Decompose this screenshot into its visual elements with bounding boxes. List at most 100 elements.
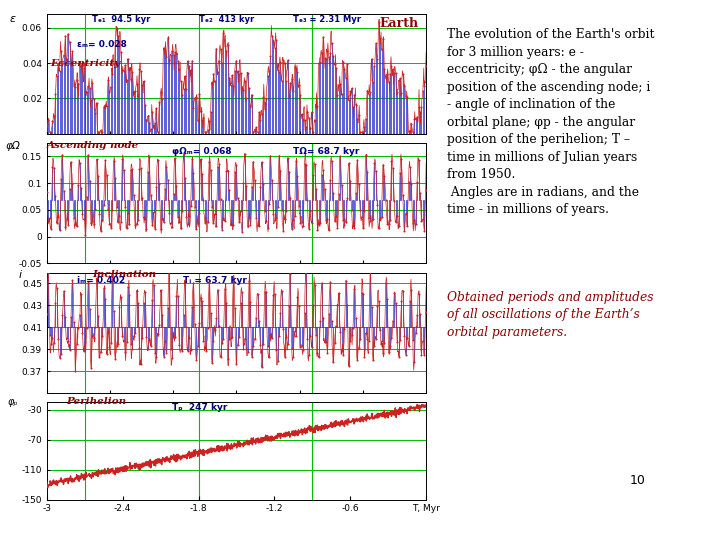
Point [197,296,208,305]
Point [143,119,155,127]
Point [45,340,57,348]
Text: Earth: Earth [379,17,418,30]
Point [370,39,382,48]
Point [178,311,189,320]
Point [184,211,195,220]
Point [418,226,430,235]
Point [318,314,329,322]
Point [240,345,252,353]
Point [73,181,84,190]
Point [296,110,307,119]
Point [194,319,205,327]
Point [329,339,341,347]
Point [393,353,405,361]
Point [153,98,165,106]
Point [264,200,275,208]
Point [198,113,210,122]
Point [322,214,333,223]
Point [420,307,431,316]
Point [271,203,283,212]
Point [265,330,276,339]
Point [287,353,299,362]
Point [357,128,369,137]
Point [115,218,127,227]
Point [256,363,268,372]
Point [361,335,373,343]
Point [89,109,101,117]
Point [337,351,348,360]
Point [195,155,207,164]
Point [338,325,350,334]
Point [228,221,239,230]
Point [189,203,201,212]
Point [360,151,372,160]
Point [226,71,238,80]
Point [363,90,374,98]
Point [233,218,245,227]
Point [393,76,405,85]
Point [85,363,96,372]
Point [294,91,306,100]
Point [369,342,380,350]
Point [41,120,53,129]
Point [399,331,410,340]
Point [344,176,356,185]
Text: Tₑ₃ = 2.31 Myr: Tₑ₃ = 2.31 Myr [293,15,361,24]
Point [60,223,71,232]
Point [220,167,232,176]
Point [289,211,300,220]
Point [51,72,63,80]
Point [44,213,55,222]
Point [402,177,414,186]
Point [277,325,289,333]
Point [306,108,318,117]
Point [236,288,248,296]
Point [370,166,382,175]
Point [383,78,395,86]
Point [98,284,109,293]
Point [111,202,122,211]
Point [47,162,58,171]
Point [204,157,215,166]
Point [258,179,269,188]
Point [265,51,276,60]
Point [337,57,348,66]
Point [396,296,408,305]
Point [408,215,420,224]
Point [89,323,101,332]
Point [246,90,258,99]
Point [240,181,252,190]
Point [379,65,390,73]
Point [400,210,411,218]
Point [270,214,282,222]
Point [213,322,225,330]
Point [76,210,88,219]
Point [86,332,98,340]
Point [191,93,202,102]
Point [350,189,361,198]
Point [178,150,189,159]
Point [410,329,421,338]
Point [226,220,238,229]
Point [245,298,256,306]
Point [57,150,68,159]
Point [274,308,286,317]
Text: Tₑ₂  413 kyr: Tₑ₂ 413 kyr [199,15,253,24]
Point [374,33,386,42]
Point [96,216,108,225]
Point [137,81,148,90]
Point [356,288,367,297]
Point [137,333,148,342]
Point [318,166,329,174]
Point [341,301,353,309]
Point [64,184,76,193]
Point [347,103,359,112]
Point [239,335,251,343]
Point [348,224,360,232]
Point [389,69,400,77]
Point [242,347,253,356]
Point [174,341,185,350]
Point [248,157,259,166]
Point [414,107,426,116]
Point [162,176,174,184]
